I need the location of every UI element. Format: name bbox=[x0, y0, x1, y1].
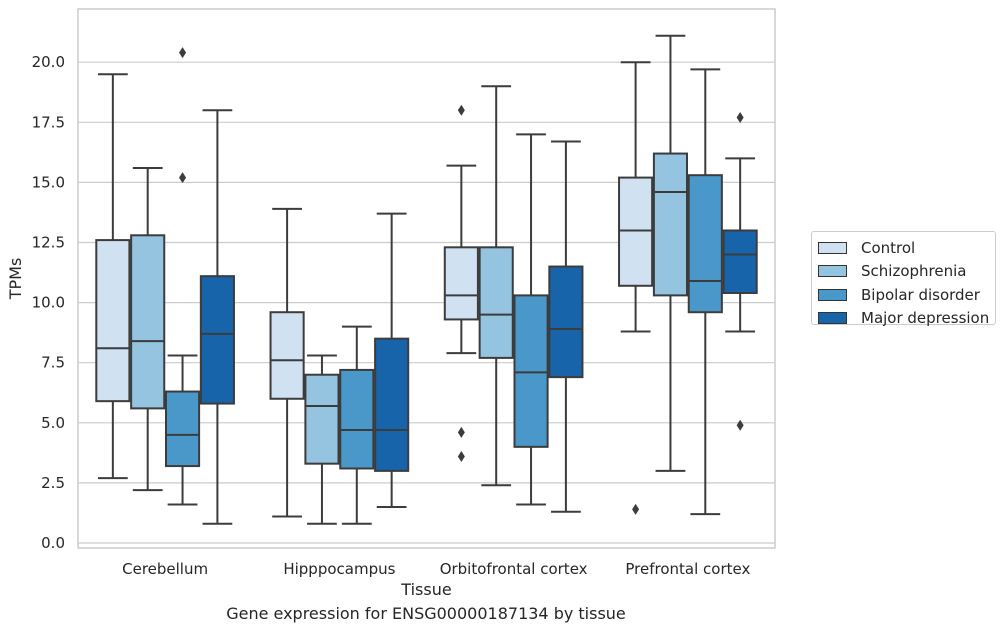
plot-frame bbox=[77, 8, 776, 549]
legend-swatch bbox=[818, 288, 847, 301]
box-body bbox=[339, 368, 375, 470]
box-body bbox=[304, 373, 340, 465]
legend-item: Bipolar disorder bbox=[818, 283, 995, 307]
outlier-point bbox=[736, 419, 744, 431]
box-body bbox=[164, 390, 201, 468]
box bbox=[443, 104, 479, 462]
legend-item: Control bbox=[818, 236, 995, 260]
box bbox=[513, 133, 549, 506]
box bbox=[722, 111, 758, 431]
x-tick-label: Hipppocampus bbox=[283, 560, 395, 578]
box-body bbox=[95, 239, 131, 403]
box bbox=[304, 354, 340, 525]
legend-swatch bbox=[818, 265, 847, 278]
x-tick-label: Prefrontal cortex bbox=[625, 560, 750, 578]
box bbox=[130, 166, 166, 492]
legend-label: Control bbox=[861, 238, 916, 257]
y-tick-label: 2.5 bbox=[41, 474, 65, 492]
legend-item: Major depression bbox=[818, 307, 995, 331]
y-tick-label: 20.0 bbox=[32, 53, 65, 71]
legend-swatch bbox=[818, 312, 847, 325]
box bbox=[374, 212, 410, 508]
outlier-point bbox=[736, 111, 744, 123]
legend-swatch bbox=[818, 241, 847, 254]
legend-label: Major depression bbox=[861, 309, 990, 328]
outlier-point bbox=[457, 450, 465, 462]
box bbox=[652, 34, 689, 472]
box-body bbox=[374, 337, 410, 472]
box-body bbox=[618, 176, 654, 287]
x-tick-label: Cerebellum bbox=[122, 560, 208, 578]
legend-label: Bipolar disorder bbox=[861, 285, 980, 304]
x-tick-label: Orbitofrontal cortex bbox=[440, 560, 588, 578]
y-tick-label: 15.0 bbox=[32, 173, 65, 191]
y-tick-label: 7.5 bbox=[41, 354, 65, 372]
legend-item: Schizophrenia bbox=[818, 260, 995, 284]
y-tick-label: 0.0 bbox=[41, 534, 65, 552]
box-body bbox=[478, 246, 514, 359]
outlier-point bbox=[457, 104, 465, 116]
y-tick-labels: 0.0 2.5 5.0 7.5 10.0 12.5 15.0 17.5 20.0 bbox=[32, 53, 65, 552]
box bbox=[269, 207, 305, 518]
box-body bbox=[130, 234, 166, 410]
box-body bbox=[269, 311, 305, 400]
box bbox=[164, 47, 201, 506]
box-body bbox=[199, 275, 235, 405]
box-body bbox=[722, 229, 758, 294]
y-tick-label: 5.0 bbox=[41, 414, 65, 432]
y-axis-label: TPMs bbox=[6, 258, 25, 301]
outlier-point bbox=[179, 172, 187, 184]
x-tick-labels: Cerebellum Hipppocampus Orbitofrontal cort… bbox=[122, 560, 750, 578]
box-body bbox=[687, 174, 723, 314]
legend-label: Schizophrenia bbox=[861, 262, 967, 281]
box bbox=[548, 140, 584, 513]
legend: Control Schizophrenia Bipolar disorder Majo… bbox=[811, 231, 996, 327]
box bbox=[339, 325, 375, 525]
x-axis-label: Tissue bbox=[400, 580, 451, 599]
box-body bbox=[443, 246, 479, 321]
box-body bbox=[548, 265, 584, 379]
box bbox=[95, 73, 131, 480]
box-body bbox=[652, 152, 689, 297]
box bbox=[618, 61, 654, 515]
outlier-point bbox=[179, 47, 187, 59]
y-tick-label: 12.5 bbox=[32, 234, 65, 252]
box bbox=[687, 68, 723, 516]
chart-caption: Gene expression for ENSG00000187134 by t… bbox=[226, 604, 626, 623]
y-tick-label: 10.0 bbox=[32, 294, 65, 312]
outlier-point bbox=[457, 426, 465, 438]
outlier-point bbox=[632, 503, 640, 515]
box-body bbox=[513, 294, 549, 448]
y-tick-label: 17.5 bbox=[32, 113, 65, 131]
box bbox=[478, 85, 514, 487]
box-groups bbox=[95, 34, 758, 525]
box bbox=[199, 109, 235, 525]
